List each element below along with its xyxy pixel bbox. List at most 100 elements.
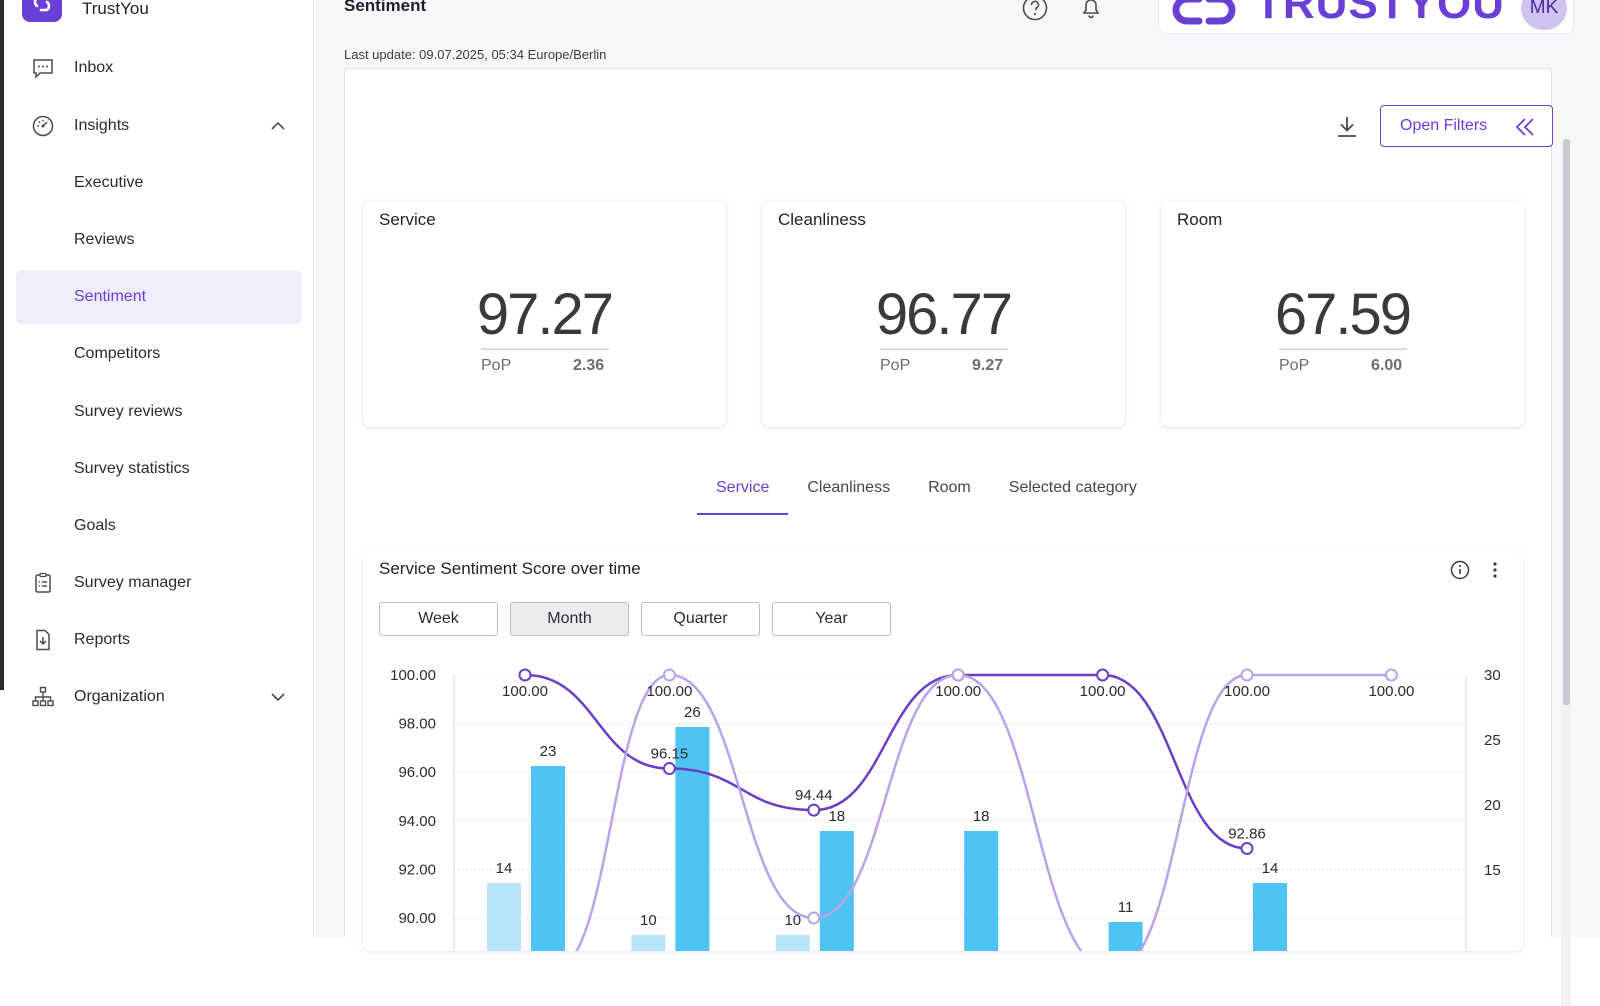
bar-label: 18	[828, 808, 845, 825]
kpi-card-room: Room 67.59 PoP 6.00	[1161, 201, 1524, 427]
sidebar-item-label: Survey reviews	[74, 403, 183, 420]
gauge-icon	[30, 113, 56, 139]
last-update-text: Last update: 09.07.2025, 05:34 Europe/Be…	[344, 47, 607, 62]
y-left-tick-label: 94.00	[398, 813, 436, 830]
line-point	[951, 668, 965, 682]
more-vertical-icon[interactable]	[1485, 559, 1505, 581]
line-point	[662, 762, 676, 776]
point-label: 100.00	[1368, 683, 1414, 700]
y-right-tick-label: 25	[1484, 732, 1501, 749]
line-point	[807, 911, 821, 925]
file-download-icon	[30, 627, 56, 653]
sidebar-item-organization[interactable]: Organization	[16, 670, 302, 724]
line-point	[662, 668, 676, 682]
sidebar-item-competitors[interactable]: Competitors	[16, 327, 302, 381]
line-point	[1384, 668, 1398, 682]
chart-title: Service Sentiment Score over time	[379, 559, 641, 578]
help-icon[interactable]	[1021, 0, 1049, 22]
info-icon[interactable]	[1449, 559, 1471, 581]
sidebar-item-label: Competitors	[74, 345, 161, 362]
category-tabs: Service Cleanliness Room Selected catego…	[697, 475, 1156, 515]
sidebar: TrustYou Inbox Insights Executive Review…	[4, 0, 314, 937]
line-point	[1240, 668, 1254, 682]
sidebar-item-goals[interactable]: Goals	[16, 499, 302, 553]
tab-cleanliness[interactable]: Cleanliness	[807, 479, 891, 496]
sidebar-item-survey-manager[interactable]: Survey manager	[16, 556, 302, 610]
sidebar-item-survey-statistics[interactable]: Survey statistics	[16, 442, 302, 496]
kpi-divider	[481, 348, 609, 350]
bar-label: 11	[1118, 899, 1134, 916]
bar-label: 26	[684, 704, 701, 721]
tab-room[interactable]: Room	[928, 479, 971, 496]
scrollbar-thumb[interactable]	[1563, 139, 1570, 705]
kpi-pop-label: PoP	[481, 357, 512, 374]
window-edge	[0, 0, 4, 690]
point-label: 96.15	[651, 746, 689, 763]
point-label: 94.44	[795, 787, 833, 804]
kpi-pop-value: 9.27	[972, 357, 1004, 374]
period-month-button[interactable]: Month	[510, 602, 629, 636]
bar	[487, 883, 521, 951]
main-content: Sentiment TRUSTYOU MK Last update: 09.07…	[315, 0, 1600, 1006]
point-label: 100.00	[1080, 683, 1126, 700]
sidebar-item-label: Goals	[74, 517, 116, 534]
trustyou-logo-icon	[22, 0, 62, 22]
bar-label: 14	[496, 860, 513, 877]
y-left-tick-label: 96.00	[398, 764, 436, 781]
kpi-divider	[880, 348, 1008, 350]
bar	[631, 935, 666, 951]
sentiment-panel: Open Filters Service 97.27 PoP 2.36 Clea…	[344, 68, 1571, 1006]
series-line	[524, 673, 1248, 850]
line-point	[1240, 842, 1254, 856]
tab-service[interactable]: Service	[697, 475, 789, 515]
org-chart-icon	[30, 684, 56, 710]
sidebar-item-label: Sentiment	[74, 288, 147, 305]
download-icon[interactable]	[1333, 113, 1361, 141]
sentiment-chart-card: Service Sentiment Score over time Week M…	[363, 551, 1523, 951]
sidebar-item-sentiment[interactable]: Sentiment	[16, 270, 302, 324]
kpi-pop-label: PoP	[880, 357, 911, 374]
chevron-up-icon[interactable]	[268, 116, 288, 136]
sidebar-item-reviews[interactable]: Reviews	[16, 213, 302, 267]
bar	[819, 831, 854, 951]
trustyou-wordmark-logo-icon	[1172, 0, 1236, 25]
period-year-button[interactable]: Year	[772, 602, 891, 636]
bar-label: 14	[1262, 860, 1279, 877]
point-label: 100.00	[1224, 683, 1270, 700]
period-week-button[interactable]: Week	[379, 602, 498, 636]
sidebar-item-label: Inbox	[74, 59, 114, 76]
sidebar-item-insights[interactable]: Insights	[16, 99, 302, 153]
y-left-tick-label: 98.00	[398, 716, 436, 733]
sidebar-item-reports[interactable]: Reports	[16, 613, 302, 667]
kpi-title: Service	[379, 210, 436, 229]
brand[interactable]: TrustYou	[22, 0, 149, 22]
sidebar-item-inbox[interactable]: Inbox	[16, 41, 302, 95]
app-name: TrustYou	[82, 0, 149, 18]
period-quarter-button[interactable]: Quarter	[641, 602, 760, 636]
kpi-pop-label: PoP	[1279, 357, 1310, 374]
bar	[675, 727, 710, 951]
sidebar-item-label: Executive	[74, 174, 144, 191]
point-label: 100.00	[646, 683, 692, 700]
kpi-card-cleanliness: Cleanliness 96.77 PoP 9.27	[762, 201, 1125, 427]
tab-selected-category[interactable]: Selected category	[1008, 479, 1137, 496]
y-right-tick-label: 30	[1484, 667, 1501, 684]
sidebar-item-executive[interactable]: Executive	[16, 156, 302, 210]
open-filters-button[interactable]: Open Filters	[1380, 105, 1553, 147]
y-right-tick-label: 20	[1484, 797, 1501, 814]
line-point	[1096, 668, 1110, 682]
sidebar-item-label: Reports	[74, 631, 131, 648]
chevron-down-icon[interactable]	[268, 687, 288, 707]
point-label: 100.00	[935, 683, 981, 700]
kpi-value: 67.59	[1274, 282, 1412, 347]
point-label: 92.86	[1228, 826, 1266, 843]
kpi-pop-value: 2.36	[573, 357, 605, 374]
kpi-divider	[1279, 348, 1407, 350]
bell-icon[interactable]	[1077, 0, 1105, 22]
y-left-tick-label: 90.00	[398, 910, 436, 927]
y-right-tick-label: 15	[1484, 862, 1501, 879]
line-point	[807, 803, 821, 817]
y-left-tick-label: 100.00	[390, 667, 436, 684]
sidebar-item-survey-reviews[interactable]: Survey reviews	[16, 385, 302, 439]
kpi-value: 96.77	[875, 282, 1013, 347]
